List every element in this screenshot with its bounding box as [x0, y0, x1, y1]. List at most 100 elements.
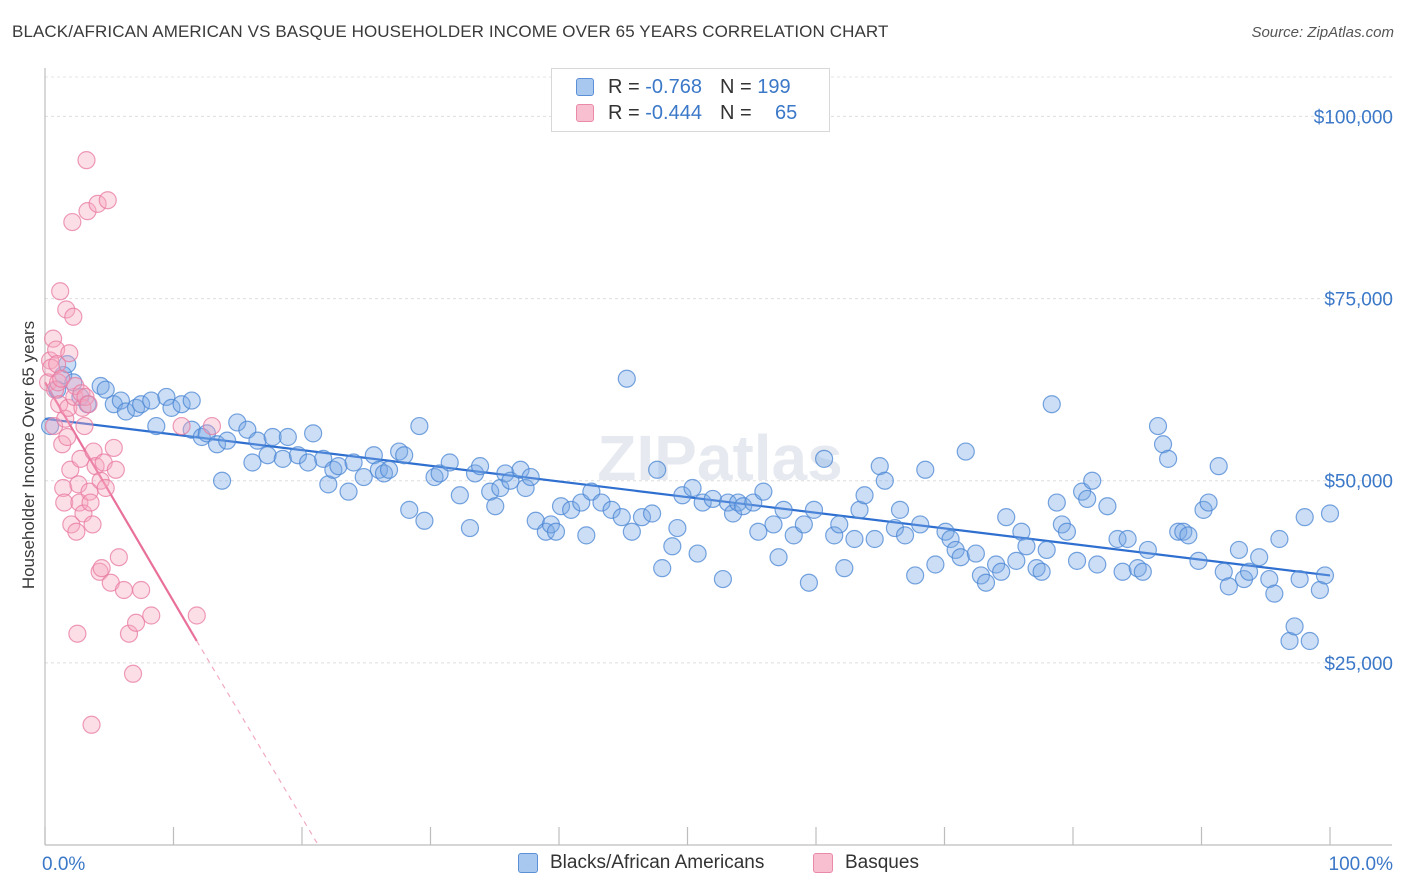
point-blacks — [799, 573, 819, 592]
r-value: -0.444 — [645, 101, 702, 124]
point-basques — [172, 416, 191, 436]
y-tick-label: $100,000 — [1314, 107, 1393, 128]
point-blacks — [516, 478, 535, 498]
point-blacks — [642, 504, 662, 523]
point-blacks — [764, 515, 783, 534]
point-blacks — [683, 478, 702, 498]
point-blacks — [339, 482, 358, 501]
series-legend-basques[interactable]: Basques — [813, 852, 919, 874]
point-basques — [81, 493, 100, 512]
point-blacks — [1007, 551, 1026, 570]
x-tick-label: 0.0% — [42, 854, 85, 875]
point-blacks — [1239, 562, 1259, 581]
point-blacks — [1159, 449, 1178, 468]
point-blacks — [653, 559, 672, 578]
point-blacks — [162, 398, 181, 417]
legend-row-blacks: R = -0.768 N = 199 — [576, 75, 791, 99]
point-blacks — [830, 515, 849, 534]
point-blacks — [132, 395, 151, 414]
point-basques — [68, 624, 87, 643]
point-blacks — [602, 500, 621, 519]
point-blacks — [298, 453, 318, 472]
n-value: 199 — [757, 75, 791, 98]
y-tick-label: $50,000 — [1324, 472, 1393, 493]
tick-labels: $25,000 $50,000 $75,000 $100,000 0.0% 100.0% — [42, 107, 1393, 875]
point-blacks — [941, 529, 960, 549]
point-blacks — [1199, 493, 1218, 512]
point-blacks — [835, 559, 854, 578]
point-blacks — [734, 497, 753, 516]
n-label: N = — [719, 75, 758, 98]
point-blacks — [997, 508, 1016, 527]
point-basques — [55, 493, 74, 512]
point-blacks — [794, 515, 813, 534]
r-label: R = — [608, 75, 646, 98]
point-basques — [126, 613, 146, 632]
point-blacks — [248, 431, 267, 450]
point-basques — [54, 478, 73, 498]
point-blacks — [612, 508, 631, 527]
point-blacks — [212, 471, 232, 490]
point-basques — [75, 416, 94, 436]
point-blacks — [774, 500, 793, 519]
point-blacks — [1057, 522, 1077, 541]
point-blacks — [890, 500, 910, 519]
point-blacks — [895, 526, 915, 545]
point-basques — [76, 387, 95, 407]
point-blacks — [749, 522, 768, 541]
point-blacks — [1295, 508, 1314, 527]
point-blacks — [258, 446, 277, 465]
n-value: 65 — [774, 101, 798, 124]
point-blacks — [40, 416, 60, 436]
point-blacks — [1113, 562, 1132, 581]
point-blacks — [410, 416, 429, 436]
point-basques — [59, 398, 78, 417]
watermark: ZIPatlas — [597, 422, 842, 494]
point-basques — [63, 212, 82, 232]
point-blacks — [481, 482, 500, 501]
point-blacks — [1108, 529, 1127, 549]
point-basques — [123, 664, 143, 683]
point-blacks — [916, 460, 935, 479]
point-blacks — [1067, 551, 1087, 570]
y-tick-label: $25,000 — [1324, 654, 1393, 675]
point-blacks — [1037, 540, 1056, 560]
legend-row-basques: R = -0.444 N = 65 — [576, 101, 797, 125]
point-basques — [88, 194, 107, 213]
point-blacks — [1098, 497, 1117, 516]
point-blacks — [956, 442, 975, 461]
point-blacks — [1214, 562, 1233, 581]
point-basques — [132, 580, 151, 600]
point-blacks — [182, 391, 201, 410]
n-label: N = — [719, 101, 758, 124]
point-basques — [52, 369, 71, 388]
point-basques — [98, 191, 117, 210]
point-basques — [106, 460, 125, 479]
point-basques — [48, 355, 67, 374]
point-blacks — [1270, 529, 1289, 549]
point-basques — [114, 580, 134, 600]
axes — [44, 68, 1392, 846]
point-blacks — [157, 387, 176, 407]
point-blacks — [668, 518, 687, 538]
point-blacks — [304, 424, 323, 443]
y-tick-label: $75,000 — [1324, 290, 1393, 311]
point-blacks — [713, 569, 733, 589]
point-basques — [96, 478, 115, 498]
point-basques — [58, 427, 77, 447]
point-blacks — [263, 427, 282, 447]
series-legend: Blacks/African Americans Basques — [0, 852, 1406, 878]
point-blacks — [415, 511, 434, 530]
point-blacks — [966, 544, 985, 563]
point-blacks — [992, 562, 1011, 581]
point-basques — [79, 395, 98, 414]
point-blacks — [243, 453, 262, 472]
point-blacks — [319, 475, 338, 494]
point-basques — [77, 151, 96, 170]
legend-swatch-basques — [576, 104, 594, 122]
point-blacks — [1320, 504, 1340, 523]
point-basques — [187, 606, 206, 625]
point-blacks — [1300, 631, 1319, 651]
series-legend-blacks[interactable]: Blacks/African Americans — [518, 852, 764, 874]
